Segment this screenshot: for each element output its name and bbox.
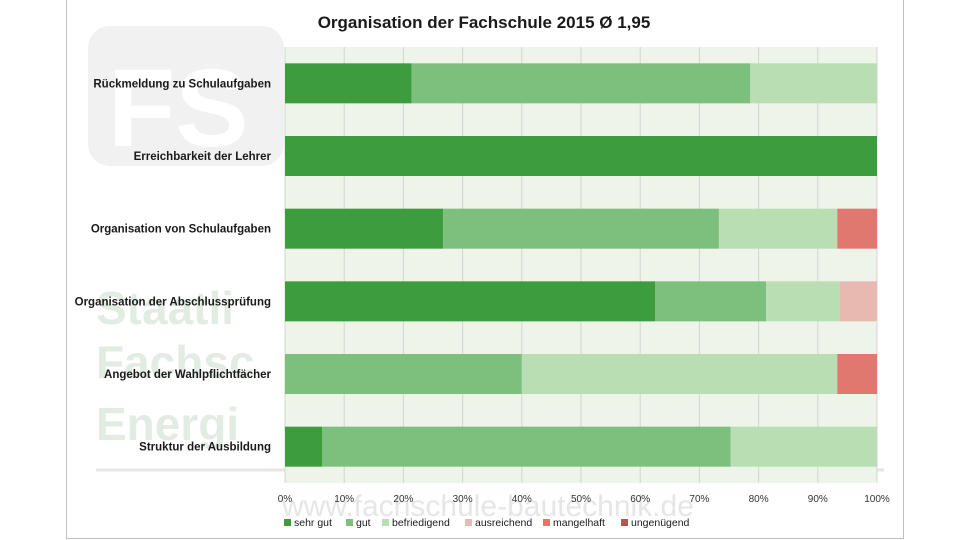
watermark: FS Staatli Fachsc Energi www.fachschule-… [88, 26, 884, 523]
legend-swatch-1 [346, 519, 353, 526]
category-label-2: Organisation von Schulaufgaben [91, 224, 271, 236]
watermark-url: www.fachschule-bautechnik.de [281, 490, 694, 523]
category-label-3: Organisation der Abschlussprüfung [75, 296, 271, 308]
category-label-5: Struktur der Ausbildung [139, 442, 271, 454]
x-axis-ticks: 0% 10% 20% 30% 40% 50% 60% 70% 80% 90% 100% [278, 494, 890, 505]
bar-3-sehr-gut [285, 281, 655, 322]
legend-swatch-0 [284, 519, 291, 526]
legend-label-0: sehr gut [294, 517, 332, 529]
x-tick-label-8: 80% [749, 494, 769, 505]
x-tick-label-6: 60% [630, 494, 650, 505]
bar-2-gut [443, 208, 719, 249]
category-label-1: Erreichbarkeit der Lehrer [134, 151, 272, 163]
bar-2-mangelhaft [837, 208, 877, 249]
legend-label-1: gut [356, 517, 371, 529]
bar-1-sehr-gut [285, 136, 877, 176]
bar-2-befriedigend [718, 208, 838, 249]
bar-3-ausreichend [840, 281, 877, 322]
legend-label-5: ungenügend [631, 517, 690, 529]
bar-3-gut [655, 281, 766, 322]
watermark-line-3: Energi [96, 398, 239, 450]
bar-5-gut [322, 426, 731, 467]
x-tick-label-3: 30% [453, 494, 473, 505]
bar-3-befriedigend [766, 281, 840, 322]
bar-4-gut [285, 354, 522, 394]
bar-2-sehr-gut [285, 208, 444, 249]
watermark-line-2: Fachsc [96, 336, 255, 388]
bar-0-gut [411, 63, 751, 104]
x-tick-label-0: 0% [278, 494, 293, 505]
bar-5-sehr-gut [285, 426, 322, 467]
bar-0-sehr-gut [285, 63, 412, 104]
category-labels: Rückmeldung zu Schulaufgaben Erreichbarke… [75, 78, 272, 453]
legend: sehr gut gut befriedigend ausreichend mangel… [284, 517, 690, 529]
bar-0-befriedigend [750, 63, 877, 104]
x-tick-label-1: 10% [334, 494, 354, 505]
legend-label-3: ausreichend [475, 517, 532, 529]
legend-label-4: mangelhaft [553, 517, 605, 529]
x-tick-label-5: 50% [571, 494, 591, 505]
legend-swatch-4 [543, 519, 550, 526]
legend-label-2: befriedigend [392, 517, 450, 529]
x-tick-label-9: 90% [808, 494, 828, 505]
watermark-logo-box [88, 26, 284, 166]
category-label-4: Angebot der Wahlpflichtfächer [104, 369, 271, 381]
x-tick-label-10: 100% [864, 494, 890, 505]
watermark-logo-letters: FS [108, 47, 249, 170]
x-tick-label-7: 70% [689, 494, 709, 505]
legend-swatch-2 [382, 519, 389, 526]
bar-5-befriedigend [730, 426, 877, 467]
chart-title: Organisation der Fachschule 2015 Ø 1,95 [318, 13, 651, 32]
bar-4-befriedigend [521, 354, 838, 394]
category-label-0: Rückmeldung zu Schulaufgaben [93, 78, 271, 90]
bar-4-mangelhaft [837, 354, 877, 394]
gridlines [284, 47, 878, 483]
legend-swatch-3 [465, 519, 472, 526]
legend-swatch-5 [621, 519, 628, 526]
bars [285, 63, 877, 467]
x-tick-label-2: 20% [393, 494, 413, 505]
x-tick-label-4: 40% [512, 494, 532, 505]
watermark-line-1: Staatli [96, 282, 234, 334]
